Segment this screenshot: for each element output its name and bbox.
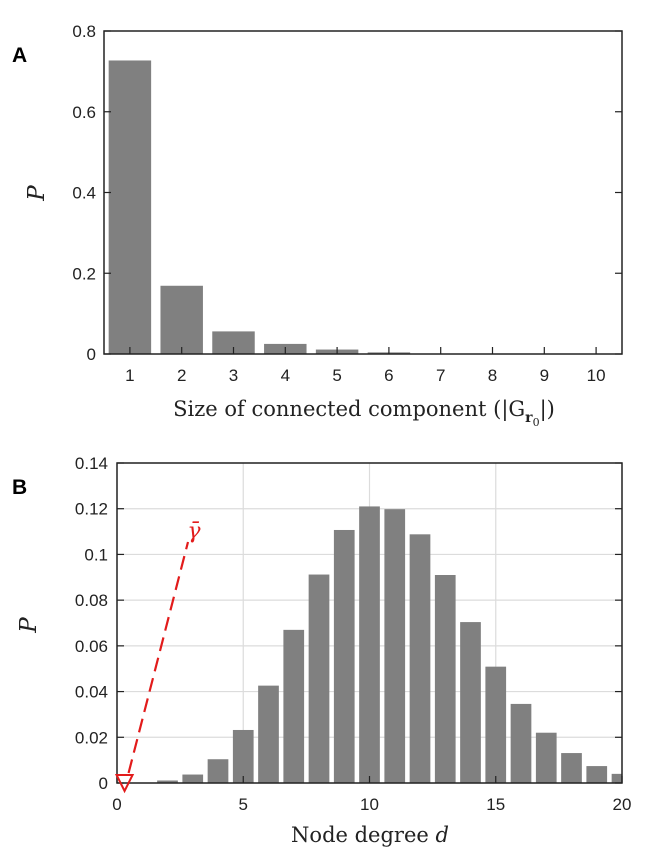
panel-b-y-tick-label: 0 [99,774,108,793]
panel-a-y-tick-label: 0.8 [72,22,96,41]
panel-b-x-tick-label: 20 [613,795,632,814]
panel-b-bars [131,506,622,783]
panel-b-bar-12 [409,534,431,783]
panel-b-y-tick-label: 0.02 [75,728,108,747]
panel-a-y-tick-label: 0.6 [72,103,96,122]
panel-a-x-tick-label: 6 [384,366,393,385]
panel-b-bar-15 [485,666,507,783]
panel-b-x-axis-label: Node degree d [291,823,449,847]
panel-b-bar-18 [561,753,582,783]
gamma-bar-annotation: γ̄ [114,519,201,794]
panel-a-y-tick-label: 0 [87,345,96,364]
panel-b: B 00.020.040.060.080.10.120.14 0 5 10 15 20 … [12,454,631,847]
panel-a-x-tick-label: 2 [177,366,186,385]
panel-b-bar-14 [460,622,481,783]
panel-b-x-tick-label: 15 [486,795,505,814]
panel-b-bar-13 [434,575,456,783]
panel-a-y-axis-label: P [24,185,50,202]
panel-a-x-tick-label: 7 [436,366,445,385]
panel-a-x-axis-label: Size of connected component (|Gr0|) [173,397,555,429]
panel-b-bar-11 [384,509,406,783]
panel-b-y-tick-label: 0.08 [75,591,108,610]
gamma-bar-leader-line [127,541,190,774]
panel-b-x-tick-label: 10 [360,795,379,814]
panel-a-x-tick-label: 9 [540,366,549,385]
panel-b-bar-16 [510,703,532,783]
panel-a-x-tick-label: 3 [229,366,238,385]
panel-b-y-tick-label: 0.06 [75,637,108,656]
panel-b-letter: B [12,476,27,499]
panel-a-x-tick-label: 10 [587,366,606,385]
panel-b-bar-17 [535,732,557,783]
panel-b-x-tick-label: 5 [239,795,248,814]
panel-b-y-tick-label: 0.12 [75,500,108,519]
panel-a-bar-3 [212,331,255,354]
panel-b-bar-8 [308,574,330,783]
panel-b-y-tick-label: 0.14 [75,454,108,473]
panel-b-bar-7 [283,629,305,783]
panel-a-x-tick-label: 4 [281,366,290,385]
panel-b-bar-9 [333,529,355,783]
panel-a-y-tick-label: 0.2 [72,264,96,283]
panel-b-bar-20 [611,773,622,783]
panel-b-bar-4 [207,759,229,783]
gamma-bar-label: γ̄ [187,519,201,544]
panel-a-x-ticks: 1 2 3 4 5 6 7 8 9 10 [125,347,606,385]
panel-b-bar-6 [258,685,279,783]
panel-a-bar-1 [108,60,152,354]
panel-b-y-ticks: 0 0.02 0.04 0.06 0.08 0.1 0.12 0.14 [75,454,622,793]
panel-b-bar-2 [157,780,178,783]
panel-b-y-axis-label: P [16,617,42,634]
panel-a-bars [108,60,462,354]
panel-a-letter: A [12,44,27,67]
panel-b-bar-10 [359,506,380,783]
panel-a-x-tick-label: 8 [488,366,497,385]
panel-a-y-tick-label: 0.4 [72,184,96,203]
panel-a-x-tick-label: 1 [125,366,134,385]
panel-a-x-tick-label: 5 [332,366,341,385]
panel-b-bar-5 [232,729,254,783]
panel-b-y-tick-label: 0.1 [84,545,108,564]
panel-a-bar-2 [160,285,203,354]
panel-a: A 0 0.2 0.4 0.6 0.8 1 2 3 4 5 6 7 8 9 10 P Size of co… [12,22,623,429]
gamma-bar-marker [114,774,135,794]
panel-b-bar-3 [182,774,204,783]
panel-b-x-ticks: 0 5 10 15 20 [112,776,631,814]
panel-b-y-tick-label: 0.04 [75,683,108,702]
panel-b-x-tick-label: 0 [112,795,121,814]
panel-a-y-ticks: 0 0.2 0.4 0.6 0.8 [72,22,622,364]
panel-b-bar-19 [586,766,608,783]
